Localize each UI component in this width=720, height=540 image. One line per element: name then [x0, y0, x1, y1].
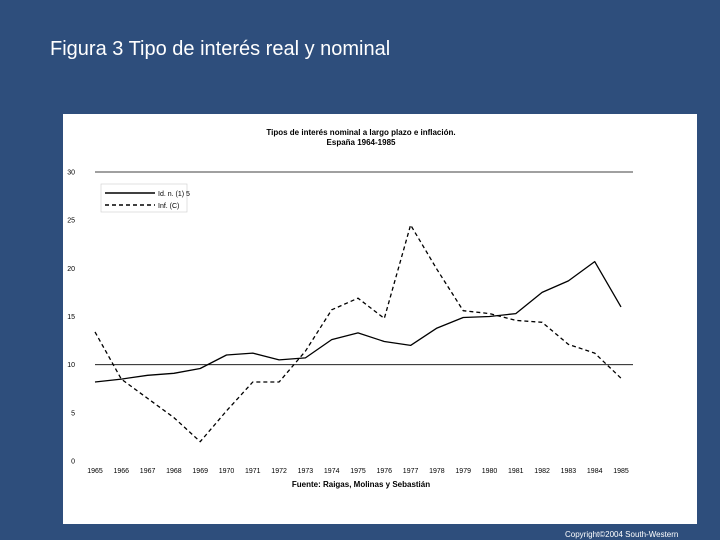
- x-axis: 1965 1966 1967 1968 1969 1970 1971 1972 1973 1974…: [87, 468, 629, 475]
- chart-panel: Tipos de interés nominal a largo plazo e…: [63, 114, 697, 524]
- series-line-nominal: [94, 260, 622, 383]
- x-tick-label: 1978: [429, 468, 445, 475]
- copyright-text: Copyright©2004 South-Western: [565, 530, 679, 539]
- x-tick-label: 1965: [87, 468, 103, 475]
- y-tick-label: 10: [67, 362, 75, 369]
- series-line-inflation: [94, 224, 622, 443]
- x-tick-label: 1976: [377, 468, 393, 475]
- x-tick-label: 1974: [324, 468, 340, 475]
- x-tick-label: 1967: [140, 468, 156, 475]
- chart-title: Tipos de interés nominal a largo plazo e…: [266, 128, 455, 137]
- x-tick-label: 1979: [455, 468, 471, 475]
- x-tick-label: 1966: [114, 468, 130, 475]
- y-tick-label: 30: [67, 170, 75, 177]
- x-tick-label: 1984: [587, 468, 603, 475]
- legend-box: [100, 183, 188, 213]
- gridlines: [95, 171, 633, 366]
- y-tick-label: 0: [71, 459, 75, 466]
- legend-label-nominal: Id. n. (1) 5: [158, 191, 190, 198]
- x-tick-label: 1973: [298, 468, 314, 475]
- legend: Id. n. (1) 5 Inf. (C): [100, 183, 190, 213]
- y-tick-label: 15: [67, 314, 75, 321]
- chart-subtitle: España 1964-1985: [327, 138, 396, 147]
- series-layer: [94, 224, 622, 443]
- y-axis: 0 5 10 15 20 25 30: [67, 170, 75, 466]
- y-tick-label: 25: [67, 218, 75, 225]
- slide-title: Figura 3 Tipo de interés real y nominal: [50, 38, 391, 60]
- x-tick-label: 1969: [192, 468, 208, 475]
- x-tick-label: 1975: [350, 468, 366, 475]
- x-tick-label: 1977: [403, 468, 419, 475]
- x-tick-label: 1980: [482, 468, 498, 475]
- y-tick-label: 20: [67, 266, 75, 273]
- x-tick-label: 1985: [613, 468, 629, 475]
- chart: Tipos de interés nominal a largo plazo e…: [67, 128, 633, 489]
- x-axis-caption: Fuente: Raigas, Molinas y Sebastián: [292, 480, 430, 489]
- x-tick-label: 1970: [219, 468, 235, 475]
- legend-label-inflation: Inf. (C): [158, 203, 179, 210]
- x-tick-label: 1981: [508, 468, 524, 475]
- y-tick-label: 5: [71, 410, 75, 417]
- x-tick-label: 1968: [166, 468, 182, 475]
- x-tick-label: 1983: [561, 468, 577, 475]
- x-tick-label: 1972: [271, 468, 287, 475]
- x-tick-label: 1971: [245, 468, 261, 475]
- x-tick-label: 1982: [534, 468, 550, 475]
